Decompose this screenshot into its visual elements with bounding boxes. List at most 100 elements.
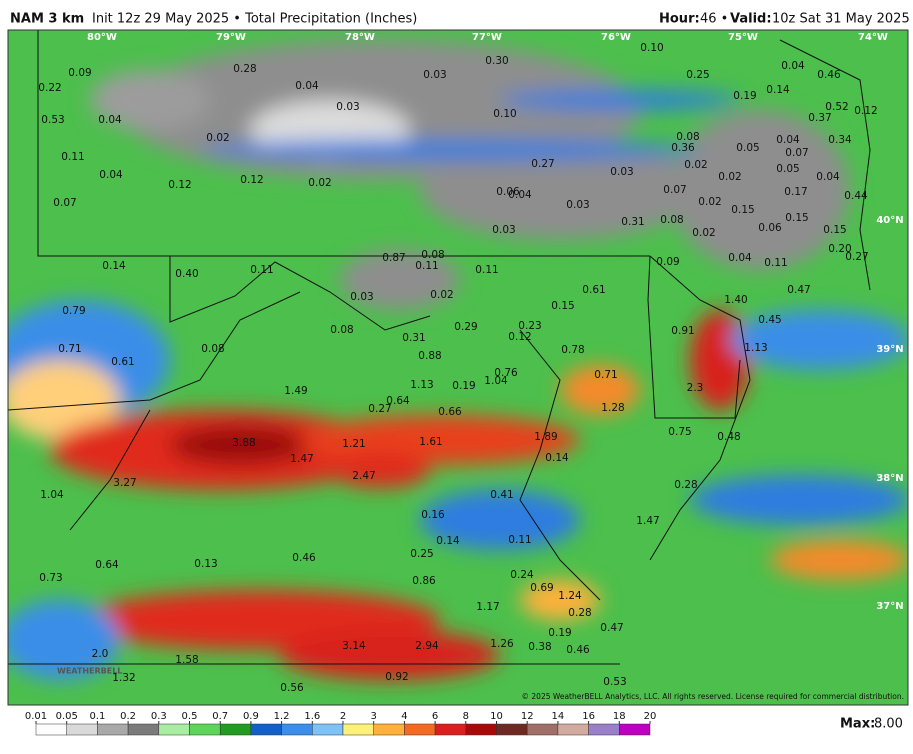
legend-swatch	[312, 723, 344, 736]
precip-value: 0.87	[382, 252, 405, 264]
precip-value: 0.04	[295, 80, 319, 92]
precip-value: 0.45	[758, 314, 781, 326]
precip-value: 0.31	[621, 216, 644, 228]
longitude-label: 75°W	[728, 32, 758, 43]
precip-value: 0.15	[785, 212, 808, 224]
precip-value: 0.86	[412, 575, 436, 587]
precip-value: 0.12	[240, 174, 263, 186]
precip-value: 1.89	[534, 431, 557, 443]
legend-swatch	[250, 723, 282, 736]
legend-swatch	[404, 723, 436, 736]
precip-value: 0.17	[784, 186, 807, 198]
precip-value: 0.25	[410, 548, 433, 560]
precip-value: 0.27	[368, 403, 391, 415]
precip-value: 0.52	[825, 101, 848, 113]
map-frame	[7, 29, 909, 706]
precip-value: 0.15	[551, 300, 574, 312]
precip-value: 0.07	[785, 147, 808, 159]
legend-swatch	[373, 723, 405, 736]
precip-value: 0.71	[594, 369, 617, 381]
legend-tick-label: 10	[490, 711, 503, 722]
longitude-label: 74°W	[858, 32, 888, 43]
precip-value: 0.04	[781, 60, 805, 72]
longitude-label: 78°W	[345, 32, 375, 43]
precip-value: 0.19	[548, 627, 571, 639]
precip-value: 0.29	[454, 321, 477, 333]
legend-swatch	[557, 723, 589, 736]
precip-value: 0.91	[671, 325, 694, 337]
precip-value: 0.08	[676, 131, 699, 143]
precip-value: 0.46	[292, 552, 316, 564]
precip-value: 0.25	[686, 69, 709, 81]
precip-value: 3.27	[113, 477, 136, 489]
precip-value: 1.32	[112, 672, 135, 684]
precip-value: 0.11	[250, 264, 273, 276]
precip-value: 0.02	[692, 227, 715, 239]
precip-value: 1.04	[40, 489, 64, 501]
precip-value: 0.19	[733, 90, 756, 102]
precip-value: 0.02	[718, 171, 741, 183]
longitude-label: 77°W	[472, 32, 502, 43]
precip-value: 2.3	[687, 382, 704, 394]
precip-value: 1.40	[724, 294, 747, 306]
precip-value: 0.10	[493, 108, 516, 120]
precip-value: 0.28	[233, 63, 256, 75]
precip-value: 0.07	[663, 184, 686, 196]
longitude-label: 80°W	[87, 32, 117, 43]
max-label: Max:	[840, 717, 875, 732]
legend-tick-label: 0.01	[25, 711, 47, 722]
precip-value: 0.08	[421, 249, 444, 261]
precip-value: 2.94	[415, 640, 439, 652]
precip-value: 0.08	[330, 324, 353, 336]
precip-value: 0.11	[61, 151, 84, 163]
precip-value: 0.66	[438, 406, 462, 418]
legend-swatch	[158, 723, 190, 736]
precip-value: 0.04	[776, 134, 800, 146]
precip-value: 0.11	[764, 257, 787, 269]
init-info: Init 12z 29 May 2025 • Total Precipitati…	[92, 12, 417, 27]
legend-swatch	[465, 723, 497, 736]
precip-value: 0.11	[508, 534, 531, 546]
precip-value: 0.14	[766, 84, 790, 96]
precip-value: 0.05	[736, 142, 759, 154]
precip-value: 0.04	[816, 171, 840, 183]
legend-tick-label: 0.2	[120, 711, 136, 722]
precip-value: 0.14	[102, 260, 126, 272]
precip-value: 0.23	[518, 320, 541, 332]
latitude-label: 40°N	[876, 215, 903, 226]
precip-value: 0.06	[758, 222, 782, 234]
precip-value: 0.04	[98, 114, 122, 126]
precip-value: 0.02	[684, 159, 707, 171]
precip-value: 0.06	[496, 186, 520, 198]
precip-value: 0.37	[808, 112, 831, 124]
precip-value: 0.03	[566, 199, 589, 211]
precip-value: 0.12	[854, 105, 877, 117]
latitude-label: 37°N	[876, 601, 903, 612]
precip-value: 0.71	[58, 343, 81, 355]
precip-value: 0.12	[168, 179, 191, 191]
valid-value: 10z Sat 31 May 2025	[772, 12, 910, 27]
legend-tick-label: 2	[340, 711, 346, 722]
precip-value: 0.02	[206, 132, 229, 144]
precip-value: 0.14	[436, 535, 460, 547]
precip-value: 1.28	[601, 402, 624, 414]
precip-value: 0.76	[494, 367, 518, 379]
legend-swatch	[526, 723, 559, 736]
precip-value: 0.61	[582, 284, 605, 296]
legend-swatch	[342, 723, 374, 736]
precip-value: 0.05	[776, 163, 799, 175]
precip-value: 0.73	[39, 572, 62, 584]
valid-label: Valid:	[730, 12, 772, 27]
precip-value: 0.15	[731, 204, 754, 216]
precip-value: 0.03	[610, 166, 633, 178]
precip-value: 1.21	[342, 438, 365, 450]
precip-value: 0.28	[674, 479, 697, 491]
precip-value: 3.88	[232, 437, 255, 449]
precip-value: 1.26	[490, 638, 514, 650]
precip-value: 0.16	[421, 509, 445, 521]
precip-value: 0.14	[545, 452, 569, 464]
precip-value: 0.53	[603, 676, 626, 688]
legend-swatch	[588, 723, 620, 736]
longitude-label: 79°W	[216, 32, 246, 43]
